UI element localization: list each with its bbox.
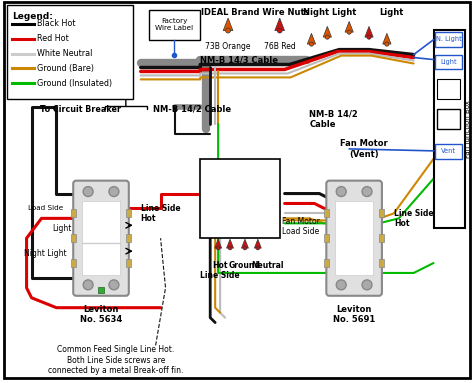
Text: Red Hot: Red Hot <box>37 34 69 43</box>
Text: Factory
Wire Label: Factory Wire Label <box>155 18 193 31</box>
Bar <box>437 79 460 99</box>
Bar <box>82 201 120 275</box>
Circle shape <box>109 280 119 290</box>
Text: Leviton
No. 5691: Leviton No. 5691 <box>333 305 375 324</box>
Text: N. Light: N. Light <box>436 36 461 42</box>
Circle shape <box>385 42 389 46</box>
Circle shape <box>325 35 329 39</box>
Bar <box>71 259 76 267</box>
Text: Night Light: Night Light <box>24 249 66 258</box>
Bar <box>379 234 384 242</box>
Text: Fan Junction Box: Fan Junction Box <box>465 100 471 158</box>
Bar <box>437 109 460 129</box>
Polygon shape <box>275 18 284 31</box>
Text: IDEAL Brand Wire Nuts: IDEAL Brand Wire Nuts <box>201 8 309 17</box>
Text: Load Side: Load Side <box>28 205 64 211</box>
Bar <box>434 30 465 228</box>
Bar <box>435 144 462 159</box>
Bar <box>201 159 280 238</box>
Text: Leviton
No. 5634: Leviton No. 5634 <box>80 305 122 324</box>
Text: Common Feed Single Line Hot.
Both Line Side screws are
connected by a metal Brea: Common Feed Single Line Hot. Both Line S… <box>48 345 183 375</box>
Circle shape <box>226 28 230 33</box>
Text: NM-B 14/2
Cable: NM-B 14/2 Cable <box>310 110 358 129</box>
Bar <box>126 234 131 242</box>
Text: 73B Orange: 73B Orange <box>205 42 251 51</box>
Bar <box>98 287 104 293</box>
Text: Line Side
Hot: Line Side Hot <box>394 209 433 228</box>
Circle shape <box>310 42 313 46</box>
FancyBboxPatch shape <box>326 181 382 296</box>
Text: Night Light: Night Light <box>302 8 356 17</box>
Text: To Circuit Breaker: To Circuit Breaker <box>40 105 121 114</box>
Circle shape <box>347 30 351 34</box>
Text: Line Side
Hot: Line Side Hot <box>141 204 180 223</box>
Polygon shape <box>255 239 261 248</box>
Circle shape <box>336 280 346 290</box>
Text: White Neutral: White Neutral <box>37 49 93 58</box>
Circle shape <box>83 280 93 290</box>
Polygon shape <box>215 239 222 248</box>
Bar <box>71 210 76 218</box>
Circle shape <box>109 187 119 196</box>
Bar <box>435 55 462 69</box>
Text: 76B Red: 76B Red <box>264 42 296 51</box>
Text: Light: Light <box>52 224 71 233</box>
Bar <box>379 259 384 267</box>
Bar <box>71 234 76 242</box>
Polygon shape <box>223 18 233 31</box>
Circle shape <box>367 35 371 39</box>
Text: Ground: Ground <box>229 261 261 270</box>
Text: Legend:: Legend: <box>12 12 53 21</box>
Circle shape <box>256 246 260 250</box>
Circle shape <box>277 28 282 33</box>
Text: Black Hot: Black Hot <box>37 19 76 28</box>
Circle shape <box>362 187 372 196</box>
Bar <box>324 234 329 242</box>
Text: Hot
Line Side: Hot Line Side <box>201 261 240 280</box>
Circle shape <box>217 246 220 250</box>
Bar <box>435 32 462 47</box>
Text: Light: Light <box>440 59 457 65</box>
Bar <box>335 201 373 275</box>
Circle shape <box>336 187 346 196</box>
Text: Vent: Vent <box>441 148 456 154</box>
Polygon shape <box>307 33 316 44</box>
Text: Ground (Insulated): Ground (Insulated) <box>37 79 113 88</box>
Polygon shape <box>345 21 353 32</box>
Circle shape <box>228 246 232 250</box>
Bar <box>324 210 329 218</box>
Text: Ground (Bare): Ground (Bare) <box>37 64 94 73</box>
Text: Neutral: Neutral <box>252 261 284 270</box>
Text: NM-B 14/2 Cable: NM-B 14/2 Cable <box>153 105 231 114</box>
Polygon shape <box>323 26 331 37</box>
Circle shape <box>83 187 93 196</box>
Bar <box>149 10 201 40</box>
Circle shape <box>362 280 372 290</box>
Circle shape <box>243 246 246 250</box>
Bar <box>7 5 133 99</box>
Bar <box>126 210 131 218</box>
Text: Fan Motor
(Vent): Fan Motor (Vent) <box>340 139 388 159</box>
Polygon shape <box>383 33 391 44</box>
FancyBboxPatch shape <box>73 181 129 296</box>
Polygon shape <box>241 239 248 248</box>
Polygon shape <box>365 26 373 37</box>
Bar <box>324 259 329 267</box>
Polygon shape <box>227 239 234 248</box>
Bar <box>126 259 131 267</box>
Bar <box>379 210 384 218</box>
Text: Light: Light <box>380 8 404 17</box>
Text: NM-B 14/3 Cable: NM-B 14/3 Cable <box>201 55 278 64</box>
Text: Fan Motor
Load Side: Fan Motor Load Side <box>282 217 319 236</box>
